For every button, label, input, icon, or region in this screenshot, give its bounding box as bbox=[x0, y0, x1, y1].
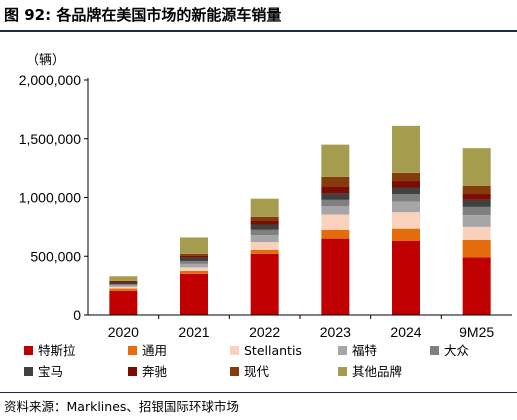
stacked-bar-chart: （辆） 0500,0001,000,0001,500,0002,000,000 … bbox=[19, 52, 512, 379]
legend-label: 奔驰 bbox=[142, 364, 168, 379]
bar-segment bbox=[462, 206, 491, 216]
legend-label: Stellantis bbox=[244, 343, 302, 358]
chart-title: 图 92: 各品牌在美国市场的新能源车销量 bbox=[4, 6, 282, 24]
bar-segment bbox=[392, 172, 420, 182]
bar-segment bbox=[321, 193, 350, 200]
bar-segment bbox=[321, 229, 350, 239]
bar-segment bbox=[180, 253, 208, 256]
bar-segment bbox=[250, 249, 279, 254]
x-tick-label: 2021 bbox=[178, 324, 209, 340]
legend-swatch bbox=[128, 367, 137, 376]
bar-segment bbox=[109, 288, 138, 291]
legend-swatch bbox=[230, 346, 239, 355]
bar-segment bbox=[250, 221, 279, 225]
source-divider bbox=[0, 392, 517, 393]
bar-segment bbox=[109, 276, 138, 281]
bar-segment bbox=[462, 257, 491, 315]
bar-segment bbox=[392, 181, 420, 188]
legend-label: 特斯拉 bbox=[38, 343, 76, 358]
legend-swatch bbox=[230, 367, 239, 376]
bar-segment bbox=[250, 229, 279, 236]
bar-segment bbox=[392, 125, 420, 173]
legend-label: 宝马 bbox=[38, 364, 63, 379]
legend-swatch bbox=[430, 346, 439, 355]
y-tick-label: 1,500,000 bbox=[19, 131, 81, 147]
bar-segment bbox=[180, 255, 208, 258]
bar-segment bbox=[462, 215, 491, 227]
legend-label: 福特 bbox=[352, 343, 377, 358]
bar-segment bbox=[462, 199, 491, 207]
bar-segment bbox=[392, 201, 420, 213]
bar-segment bbox=[392, 212, 420, 229]
bar-segment bbox=[109, 284, 138, 286]
bar-segment bbox=[109, 285, 138, 287]
bar-segment bbox=[321, 199, 350, 207]
x-axis: 2020 2021 2022 2023 2024 9M25 bbox=[88, 314, 512, 340]
bar-segment bbox=[180, 260, 208, 264]
bar-segment bbox=[180, 273, 208, 315]
bar-segment bbox=[250, 216, 279, 221]
bar-segment bbox=[180, 270, 208, 274]
x-tick-label: 2024 bbox=[390, 324, 421, 340]
title-divider bbox=[0, 30, 517, 32]
legend-label: 现代 bbox=[244, 364, 270, 379]
bar-segment bbox=[180, 237, 208, 254]
bar-segment bbox=[250, 253, 279, 315]
bar-segment bbox=[392, 240, 420, 315]
bar-segment bbox=[462, 239, 491, 258]
x-tick-label: 2023 bbox=[320, 324, 351, 340]
legend-swatch bbox=[338, 367, 347, 376]
y-tick-label: 0 bbox=[73, 307, 81, 323]
y-axis: 0 500,000 1,000,000 1,500,000 2,000,000 bbox=[19, 72, 89, 323]
x-tick-label: 2022 bbox=[249, 324, 280, 340]
legend-label: 大众 bbox=[444, 343, 469, 358]
x-tick-label: 9M25 bbox=[459, 324, 494, 340]
bar-segment bbox=[321, 206, 350, 215]
legend-swatch bbox=[24, 346, 33, 355]
bar-segment bbox=[250, 242, 279, 250]
bar-segment bbox=[109, 282, 138, 285]
bar-segment bbox=[180, 263, 208, 268]
legend-label: 其他品牌 bbox=[352, 364, 402, 379]
bar-segment bbox=[180, 267, 208, 271]
bar-segment bbox=[462, 193, 491, 200]
bar-segment bbox=[321, 176, 350, 187]
bar-segment bbox=[321, 144, 350, 177]
legend-swatch bbox=[24, 367, 33, 376]
y-tick-label: 500,000 bbox=[30, 248, 81, 264]
bar-segment bbox=[250, 224, 279, 230]
x-tick-label: 2020 bbox=[108, 324, 139, 340]
bar-segment bbox=[392, 187, 420, 194]
y-tick-label: 2,000,000 bbox=[19, 72, 81, 88]
bar-segment bbox=[392, 193, 420, 202]
bar-segment bbox=[462, 226, 491, 240]
bar-segment bbox=[109, 281, 138, 283]
y-tick-label: 1,000,000 bbox=[19, 190, 81, 206]
bar-segment bbox=[321, 238, 350, 315]
bar-segment bbox=[321, 186, 350, 194]
bar-segment bbox=[109, 280, 138, 282]
bar-segment bbox=[321, 214, 350, 230]
bars bbox=[109, 125, 491, 315]
bar-segment bbox=[109, 290, 138, 315]
source-note: 资料来源：Marklines、招银国际环球市场 bbox=[4, 399, 239, 414]
legend-label: 通用 bbox=[142, 343, 167, 358]
bar-segment bbox=[462, 185, 491, 194]
bar-segment bbox=[180, 257, 208, 261]
y-unit-label: （辆） bbox=[26, 52, 65, 67]
bar-segment bbox=[392, 228, 420, 241]
legend-swatch bbox=[338, 346, 347, 355]
bar-segment bbox=[109, 286, 138, 289]
bar-segment bbox=[250, 235, 279, 243]
legend-swatch bbox=[128, 346, 137, 355]
bar-segment bbox=[250, 198, 279, 217]
bar-segment bbox=[462, 148, 491, 186]
